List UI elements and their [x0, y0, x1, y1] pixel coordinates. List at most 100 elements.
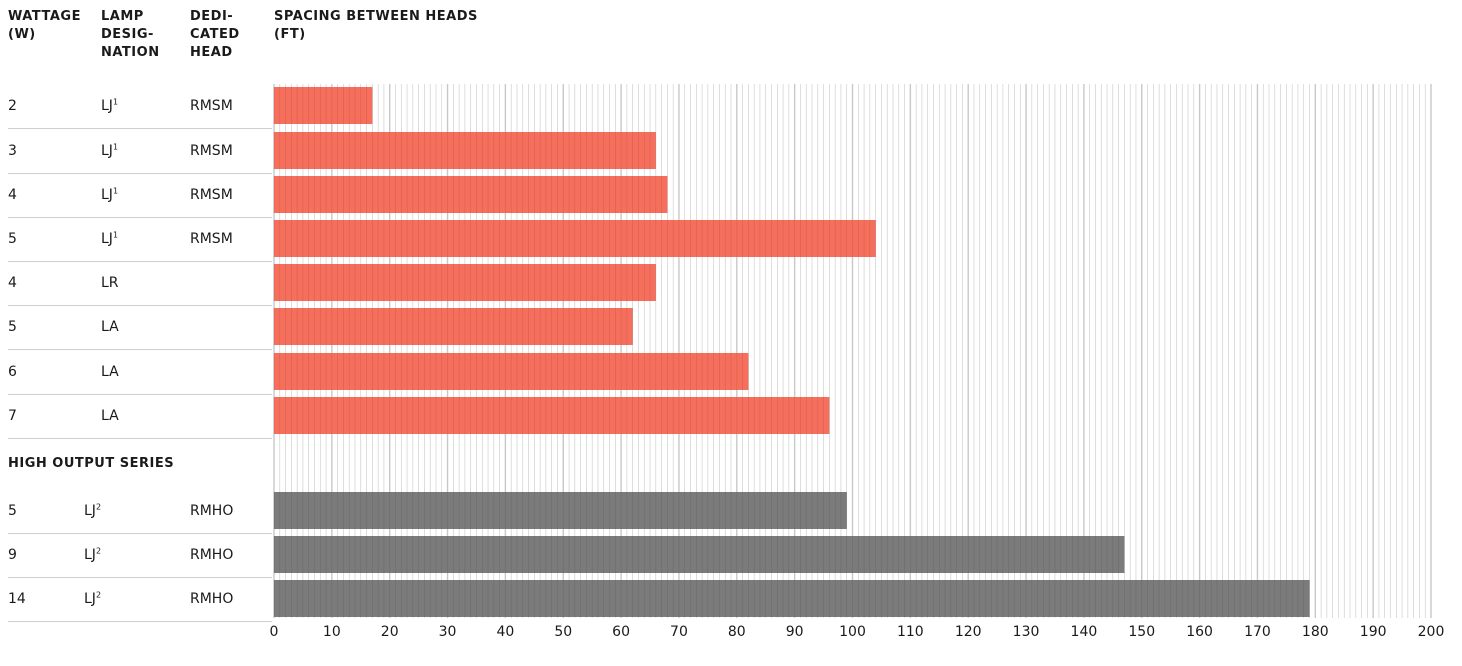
- row-9-head: RMHO: [190, 503, 234, 519]
- row-separator: [8, 173, 272, 174]
- lamp-code: LJ: [84, 591, 96, 607]
- lamp-footnote: 2: [95, 590, 102, 600]
- row-9-lamp: LJ2: [84, 502, 101, 520]
- header-head-line-1: DEDI-: [190, 9, 234, 24]
- bar-11: [274, 580, 1310, 617]
- row-3-lamp: LJ1: [101, 186, 118, 204]
- x-tick-label: 120: [955, 624, 982, 640]
- x-tick-label: 70: [670, 624, 688, 640]
- row-separator: [8, 394, 272, 395]
- x-tick-label: 30: [439, 624, 457, 640]
- x-tick-label: 190: [1360, 624, 1387, 640]
- row-5-lamp: LR: [101, 274, 119, 292]
- lamp-code: LJ: [101, 143, 113, 159]
- lamp-footnote: 1: [112, 230, 119, 240]
- row-6-lamp: LA: [101, 318, 119, 336]
- row-11-wattage: 14: [8, 591, 26, 607]
- x-axis: 0 10 20 30 40 50 60 70 80 90 100 110 120 130 140 150 160…: [270, 624, 1445, 640]
- row-separator: [8, 577, 272, 578]
- row-separator: [8, 305, 272, 306]
- lamp-code: LA: [101, 364, 119, 380]
- row-4-lamp: LJ1: [101, 230, 118, 248]
- header-lamp-line-1: LAMP: [101, 9, 144, 24]
- row-8-wattage: 7: [8, 408, 17, 424]
- lamp-code: LA: [101, 408, 119, 424]
- x-tick-label: 80: [728, 624, 746, 640]
- bars: [274, 87, 1310, 617]
- x-tick-label: 10: [323, 624, 341, 640]
- row-6-wattage: 5: [8, 319, 17, 335]
- row-2-wattage: 3: [8, 143, 17, 159]
- bar-5: [274, 264, 656, 301]
- row-separator: [8, 533, 272, 534]
- x-tick-label: 160: [1186, 624, 1213, 640]
- x-tick-label: 140: [1071, 624, 1098, 640]
- row-separator: [8, 349, 272, 350]
- high-output-series-label: HIGH OUTPUT SERIES: [8, 456, 175, 471]
- header-lamp-line-3: NATION: [101, 45, 160, 60]
- row-10-lamp: LJ2: [84, 546, 101, 564]
- row-2-head: RMSM: [190, 143, 233, 159]
- header-wattage-line-1: WATTAGE: [8, 9, 81, 24]
- x-tick-label: 0: [270, 624, 279, 640]
- lamp-code: LJ: [101, 231, 113, 247]
- header-spacing-line-1: SPACING BETWEEN HEADS: [274, 9, 478, 24]
- bar-6: [274, 308, 633, 345]
- x-tick-label: 20: [381, 624, 399, 640]
- x-tick-label: 130: [1013, 624, 1040, 640]
- bar-4: [274, 220, 876, 257]
- x-tick-label: 110: [897, 624, 924, 640]
- row-separator: [8, 128, 272, 129]
- x-tick-label: 180: [1302, 624, 1329, 640]
- row-7-lamp: LA: [101, 363, 119, 381]
- row-3-head: RMSM: [190, 187, 233, 203]
- header-spacing-line-2: (FT): [274, 27, 306, 42]
- lamp-footnote: 2: [95, 546, 102, 556]
- x-tick-label: 150: [1128, 624, 1155, 640]
- header-wattage-line-2: (W): [8, 27, 36, 42]
- lamp-footnote: 1: [112, 186, 119, 196]
- row-1-lamp: LJ1: [101, 97, 118, 115]
- bar-8: [274, 397, 830, 434]
- bar-2: [274, 132, 656, 169]
- header-head-line-2: CATED: [190, 27, 240, 42]
- x-tick-label: 40: [496, 624, 514, 640]
- row-11-head: RMHO: [190, 591, 234, 607]
- x-tick-label: 170: [1244, 624, 1271, 640]
- x-tick-label: 100: [839, 624, 866, 640]
- header-spacing: SPACING BETWEEN HEADS (FT): [274, 8, 478, 44]
- bar-texture: [273, 87, 1310, 617]
- row-separator: [8, 438, 272, 439]
- row-separator: [8, 261, 272, 262]
- x-tick-label: 90: [786, 624, 804, 640]
- lamp-code: LA: [101, 319, 119, 335]
- header-head-line-3: HEAD: [190, 45, 233, 60]
- x-tick-label: 50: [554, 624, 572, 640]
- row-5-wattage: 4: [8, 275, 17, 291]
- lamp-footnote: 2: [95, 502, 102, 512]
- row-10-wattage: 9: [8, 547, 17, 563]
- bar-3: [274, 176, 668, 213]
- x-tick-label: 60: [612, 624, 630, 640]
- x-tick-label: 200: [1418, 624, 1445, 640]
- row-2-lamp: LJ1: [101, 142, 118, 160]
- lamp-code: LJ: [84, 503, 96, 519]
- row-separator: [8, 621, 272, 622]
- row-11-lamp: LJ2: [84, 590, 101, 608]
- row-8-lamp: LA: [101, 407, 119, 425]
- header-dedicated-head: DEDI- CATED HEAD: [190, 8, 240, 62]
- bar-10: [274, 536, 1125, 573]
- row-1-head: RMSM: [190, 98, 233, 114]
- lamp-code: LJ: [101, 98, 113, 114]
- row-4-wattage: 5: [8, 231, 17, 247]
- lamp-code: LJ: [101, 187, 113, 203]
- bar-9: [274, 492, 847, 529]
- row-7-wattage: 6: [8, 364, 17, 380]
- lamp-footnote: 1: [112, 97, 119, 107]
- lamp-code: LJ: [84, 547, 96, 563]
- row-1-wattage: 2: [8, 98, 17, 114]
- header-lamp-line-2: DESIG-: [101, 27, 154, 42]
- header-lamp-designation: LAMP DESIG- NATION: [101, 8, 160, 62]
- row-4-head: RMSM: [190, 231, 233, 247]
